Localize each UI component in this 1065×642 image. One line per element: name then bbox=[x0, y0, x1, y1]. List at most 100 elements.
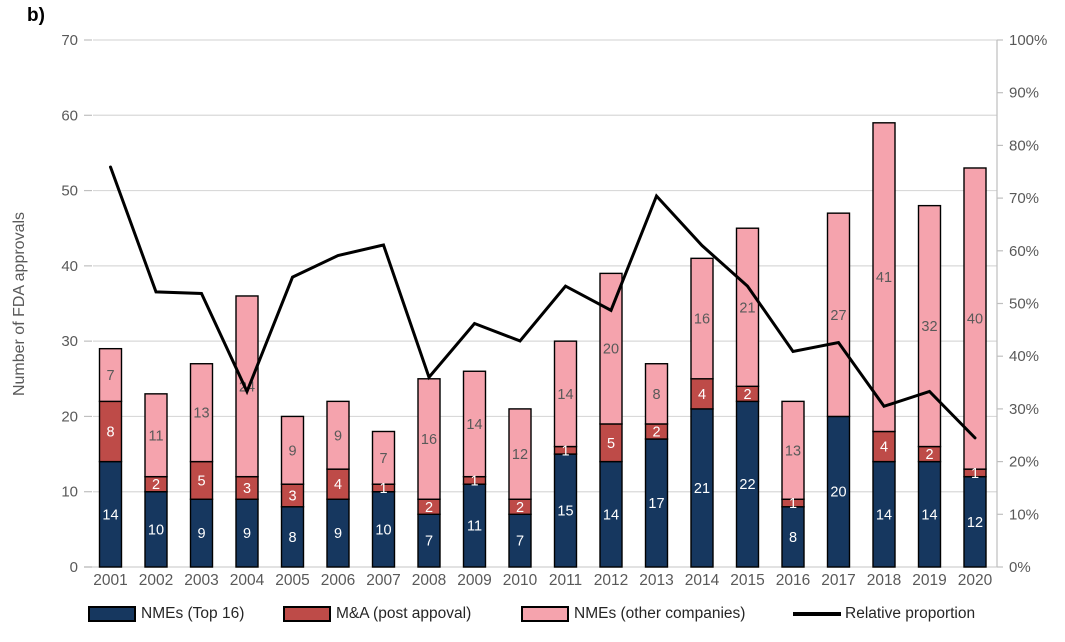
bar-segment-2015 bbox=[735, 227, 760, 388]
bar-segment-2011 bbox=[553, 340, 578, 448]
bar-segment-2009 bbox=[462, 370, 487, 478]
left-axis-tick-label: 0 bbox=[70, 559, 78, 576]
x-axis-year-label: 2009 bbox=[457, 572, 491, 589]
bar-segment-2002 bbox=[144, 393, 168, 478]
bar-value-label: 21 bbox=[739, 300, 755, 316]
bar-value-label: 9 bbox=[334, 526, 342, 542]
bar-value-label: 14 bbox=[102, 507, 118, 523]
legend-swatch-nmes-other bbox=[521, 606, 569, 622]
bar-segment-2010 bbox=[508, 408, 532, 500]
bar-segment-2007 bbox=[371, 430, 396, 485]
x-axis-year-label: 2019 bbox=[912, 572, 946, 589]
x-axis-year-label: 2015 bbox=[730, 572, 764, 589]
bar-value-label: 2 bbox=[925, 447, 933, 463]
x-axis-year-label: 2011 bbox=[549, 572, 582, 589]
bar-value-label: 13 bbox=[193, 406, 209, 422]
bar-value-label: 11 bbox=[467, 519, 482, 535]
bar-value-label: 16 bbox=[421, 432, 437, 448]
bar-value-label: 3 bbox=[288, 488, 296, 504]
bar-value-label: 2 bbox=[743, 387, 751, 403]
right-axis-tick-label: 10% bbox=[1009, 506, 1039, 523]
bar-segment-2016 bbox=[781, 400, 805, 500]
x-axis-year-label: 2012 bbox=[594, 572, 628, 589]
bar-value-label: 41 bbox=[876, 270, 892, 286]
bar-segment-2013 bbox=[644, 363, 669, 425]
bar-value-label: 20 bbox=[603, 342, 619, 358]
right-axis-tick-label: 60% bbox=[1009, 243, 1039, 260]
bar-value-label: 8 bbox=[789, 530, 797, 546]
right-axis-tick-label: 70% bbox=[1009, 190, 1039, 207]
bar-value-label: 14 bbox=[921, 507, 937, 523]
bar-value-label: 1 bbox=[789, 496, 797, 512]
bar-value-label: 3 bbox=[243, 481, 251, 497]
bar-value-label: 4 bbox=[698, 387, 706, 403]
bar-value-label: 7 bbox=[425, 534, 433, 550]
bar-value-label: 2 bbox=[425, 500, 433, 516]
bar-value-label: 1 bbox=[379, 481, 387, 497]
left-axis-tick-label: 50 bbox=[61, 183, 78, 200]
bar-segment-2004 bbox=[235, 295, 259, 478]
x-axis-year-label: 2006 bbox=[321, 572, 355, 589]
bar-value-label: 13 bbox=[785, 443, 801, 459]
bar-value-label: 10 bbox=[148, 522, 164, 538]
bar-value-label: 7 bbox=[379, 451, 387, 467]
left-axis-tick-label: 30 bbox=[61, 333, 78, 350]
left-axis-tick-label: 40 bbox=[61, 258, 78, 275]
x-axis-year-label: 2004 bbox=[230, 572, 265, 589]
right-axis-tick-label: 80% bbox=[1009, 137, 1039, 154]
bar-segment-2006 bbox=[326, 400, 350, 470]
x-axis-year-label: 2014 bbox=[685, 572, 720, 589]
left-axis-tick-label: 60 bbox=[61, 107, 78, 124]
left-axis-tick-label: 20 bbox=[61, 408, 78, 425]
bar-value-label: 9 bbox=[334, 428, 342, 444]
right-axis-tick-label: 20% bbox=[1009, 454, 1039, 471]
bar-value-label: 14 bbox=[557, 387, 573, 403]
bar-value-label: 20 bbox=[830, 485, 846, 501]
bar-value-label: 11 bbox=[148, 428, 163, 444]
x-axis-year-label: 2007 bbox=[366, 572, 400, 589]
right-axis-tick-label: 50% bbox=[1009, 296, 1039, 313]
legend-label: NMEs (other companies) bbox=[574, 605, 746, 622]
x-axis-year-label: 2017 bbox=[821, 572, 855, 589]
x-axis-year-label: 2008 bbox=[412, 572, 446, 589]
bar-value-label: 21 bbox=[694, 481, 710, 497]
bar-value-label: 12 bbox=[967, 515, 983, 531]
bar-value-label: 14 bbox=[603, 507, 619, 523]
legend-swatch-nmes-top16 bbox=[88, 606, 136, 622]
bar-value-label: 9 bbox=[288, 443, 296, 459]
bar-value-label: 27 bbox=[830, 308, 846, 324]
bar-value-label: 7 bbox=[106, 368, 114, 384]
bar-segment-2012 bbox=[599, 272, 623, 425]
x-axis-year-label: 2002 bbox=[139, 572, 173, 589]
bar-value-label: 22 bbox=[739, 477, 755, 493]
bar-value-label: 7 bbox=[516, 534, 524, 550]
bar-value-label: 1 bbox=[971, 466, 979, 482]
panel-label: b) bbox=[27, 5, 45, 26]
relative-proportion-line bbox=[109, 165, 977, 440]
bar-segment-2019 bbox=[917, 204, 942, 448]
legend-item-ma-post-approval: M&A (post appoval) bbox=[283, 603, 471, 625]
right-axis-tick-label: 90% bbox=[1009, 85, 1039, 102]
legend-item-nmes-top16: NMEs (Top 16) bbox=[88, 603, 244, 625]
x-axis-year-label: 2020 bbox=[958, 572, 993, 589]
legend-item-nmes-other: NMEs (other companies) bbox=[521, 603, 745, 625]
legend-label: Relative proportion bbox=[845, 605, 976, 622]
right-axis-tick-label: 40% bbox=[1009, 348, 1039, 365]
bar-segment-2001 bbox=[98, 347, 123, 403]
bar-value-label: 9 bbox=[243, 526, 251, 542]
bar-value-label: 12 bbox=[512, 447, 528, 463]
bar-value-label: 9 bbox=[197, 526, 205, 542]
bar-segment-2005 bbox=[280, 415, 305, 485]
x-axis-year-label: 2016 bbox=[776, 572, 810, 589]
legend-label: M&A (post appoval) bbox=[336, 605, 472, 622]
bar-value-label: 16 bbox=[694, 312, 710, 328]
bar-value-label: 2 bbox=[152, 477, 160, 493]
bar-value-label: 32 bbox=[921, 319, 937, 335]
x-axis-year-label: 2010 bbox=[503, 572, 538, 589]
right-axis-tick-label: 100% bbox=[1009, 32, 1047, 49]
bar-value-label: 1 bbox=[561, 443, 569, 459]
legend-swatch-ma-post-approval bbox=[283, 606, 331, 622]
left-axis-tick-label: 70 bbox=[61, 32, 78, 49]
bar-value-label: 4 bbox=[880, 440, 888, 456]
